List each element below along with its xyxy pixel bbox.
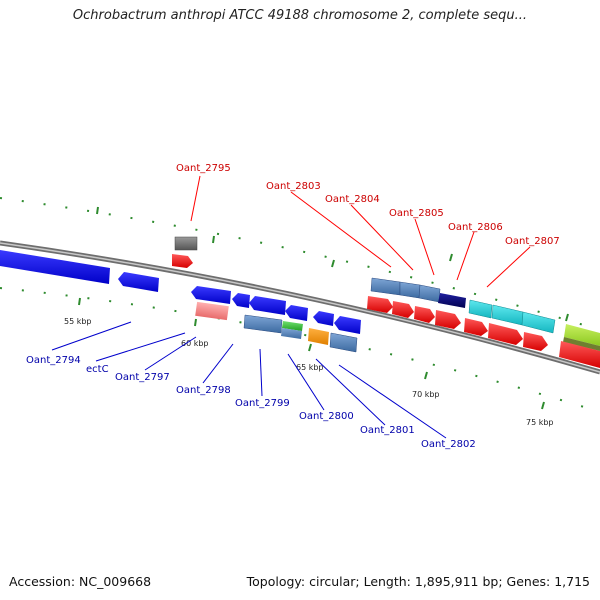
gene-oant-2806[interactable]: [464, 318, 488, 336]
gene-oant-2795[interactable]: [172, 254, 193, 268]
label-oant-2795[interactable]: Oant_2795: [176, 163, 231, 174]
label-oant-2797[interactable]: Oant_2797: [115, 372, 170, 383]
label-oant-2801[interactable]: Oant_2801: [360, 425, 415, 436]
bottom-labels: Oant_2794 ectC Oant_2797 Oant_2798 Oant_…: [26, 355, 476, 450]
top-leaders: [190, 175, 531, 288]
label-oant-2800[interactable]: Oant_2800: [299, 411, 354, 422]
gene-oant-2801[interactable]: [329, 332, 358, 353]
gene-oant-2794[interactable]: [0, 250, 110, 284]
gene-oant-2805b[interactable]: [435, 310, 461, 329]
tick-label-75: 75 kbp: [526, 418, 554, 427]
gene-navy[interactable]: [438, 293, 466, 308]
label-oant-2807[interactable]: Oant_2807: [505, 236, 560, 247]
label-oant-2803[interactable]: Oant_2803: [266, 181, 321, 192]
gene-ectc[interactable]: [191, 286, 231, 304]
gene-blue-b[interactable]: [232, 293, 250, 308]
top-labels: Oant_2795 Oant_2803 Oant_2804 Oant_2805 …: [176, 163, 560, 247]
gene-blue-a[interactable]: [118, 272, 159, 292]
label-oant-2804[interactable]: Oant_2804: [325, 194, 380, 205]
gene-steel-1[interactable]: [370, 277, 401, 296]
label-oant-2794[interactable]: Oant_2794: [26, 355, 81, 366]
label-oant-2798[interactable]: Oant_2798: [176, 385, 231, 396]
label-oant-2799[interactable]: Oant_2799: [235, 398, 290, 409]
tick-label-70: 70 kbp: [412, 390, 440, 399]
tick-labels: 55 kbp 60 kbp 65 kbp 70 kbp 75 kbp: [64, 317, 554, 427]
gene-pink[interactable]: [195, 301, 229, 321]
label-oant-2806[interactable]: Oant_2806: [448, 222, 503, 233]
label-oant-2805[interactable]: Oant_2805: [389, 208, 444, 219]
tick-label-55: 55 kbp: [64, 317, 92, 326]
gene-oant-2804[interactable]: [392, 301, 414, 318]
gene-oant-2798[interactable]: [243, 314, 283, 334]
gene-oant-2807[interactable]: [488, 323, 523, 345]
gene-oant-2795-grey[interactable]: [174, 236, 198, 251]
gene-oant-2800[interactable]: [308, 328, 329, 345]
gene-lime[interactable]: [564, 324, 600, 346]
topology-summary: Topology: circular; Length: 1,895,911 bp…: [246, 574, 590, 589]
gene-red-edge[interactable]: [559, 341, 600, 368]
map-title: Ochrobactrum anthropi ATCC 49188 chromos…: [72, 8, 528, 23]
gene-blue-e[interactable]: [334, 316, 361, 334]
reverse-genes: [0, 250, 361, 353]
gene-cyan-2[interactable]: [491, 304, 524, 326]
gene-red-end[interactable]: [523, 332, 548, 351]
bottom-leaders: [51, 321, 447, 439]
tick-label-65: 65 kbp: [296, 363, 324, 372]
gene-green[interactable]: [282, 321, 303, 331]
label-ectc[interactable]: ectC: [86, 364, 109, 375]
forward-genes: [172, 236, 600, 368]
major-ticks: [78, 206, 569, 410]
gene-oant-2803[interactable]: [367, 296, 393, 313]
gene-cyan-3[interactable]: [521, 311, 556, 334]
accession-text: Accession: NC_009668: [9, 574, 152, 589]
gene-blue-d[interactable]: [313, 311, 334, 326]
gene-oant-2797[interactable]: [249, 296, 286, 315]
gene-steel-3[interactable]: [418, 284, 441, 303]
gene-cyan-1[interactable]: [468, 299, 493, 319]
label-oant-2802[interactable]: Oant_2802: [421, 439, 476, 450]
gene-steel-2[interactable]: [399, 281, 421, 299]
gene-oant-2805[interactable]: [414, 306, 435, 323]
gene-blue-c[interactable]: [285, 305, 308, 321]
tick-label-60: 60 kbp: [181, 339, 209, 348]
